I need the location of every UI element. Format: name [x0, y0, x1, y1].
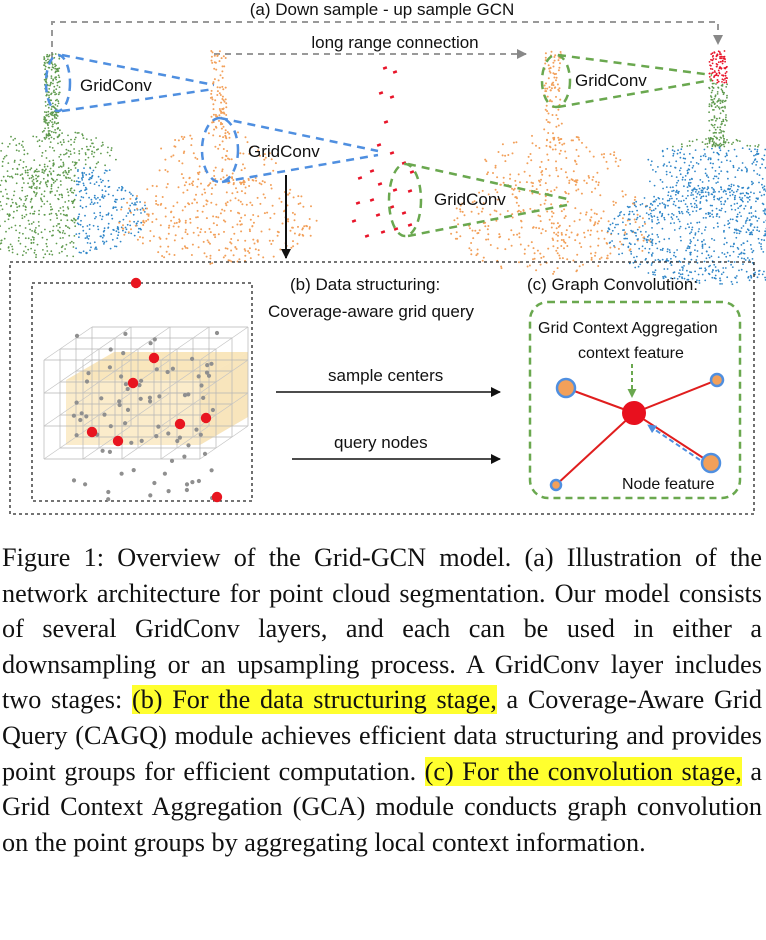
gridconv-label-2: GridConv [248, 142, 320, 161]
point-clouds [0, 50, 766, 285]
caption-highlight-c: (c) For the convolution stage, [424, 756, 742, 786]
node-feature-arrow [647, 424, 701, 461]
gca-label: Grid Context Aggregation [538, 320, 718, 337]
title-c: (c) Graph Convolution: [527, 275, 698, 294]
gridconv-cone-2 [200, 116, 379, 184]
title-a: (a) Down sample - up sample GCN [250, 0, 515, 19]
long-range-label: long range connection [311, 33, 478, 52]
figure-caption: Figure 1: Overview of the Grid-GCN model… [2, 540, 762, 860]
grid-panel [31, 282, 253, 502]
skip-connection-outer [51, 21, 723, 58]
gridconv-cone-4 [540, 53, 713, 109]
gca-label-bg [536, 316, 736, 338]
node-feature-label: Node feature [622, 476, 715, 493]
title-b-line2: Coverage-aware grid query [268, 302, 474, 321]
title-b-line1: (b) Data structuring: [290, 275, 440, 294]
detail-box [9, 261, 755, 515]
graph-node-right-bottom [700, 452, 722, 474]
graph-node-left-bottom [549, 478, 563, 492]
figure-diagram: (a) Down sample - up sample GCN long ran… [0, 0, 766, 515]
caption-text-1: Figure 1: Overview of the Grid-GCN model… [2, 543, 762, 715]
caption-highlight-b: (b) For the data structuring stage, [131, 685, 497, 715]
graph-node-left [555, 377, 577, 399]
gridconv-label-3: GridConv [434, 190, 506, 209]
gridconv-label-4: GridConv [575, 71, 647, 90]
graph-edges [555, 379, 718, 486]
caption-text-2: a Coverage-Aware Grid Query (CAGQ) modul… [2, 685, 762, 786]
context-feature-label: context feature [578, 345, 684, 362]
gca-box [528, 300, 742, 500]
grid-query-illustration [43, 277, 249, 503]
caption-text-3: a Grid Context Aggregation (GCA) module … [2, 756, 762, 857]
graph-node-right-top [709, 372, 725, 388]
gridconv-cone-3 [387, 162, 573, 238]
graph-center-node [622, 401, 646, 425]
gridconv-cone-1 [44, 53, 215, 113]
query-nodes-label: query nodes [334, 433, 428, 452]
sample-centers-label: sample centers [328, 366, 443, 385]
gridconv-label-1: GridConv [80, 76, 152, 95]
